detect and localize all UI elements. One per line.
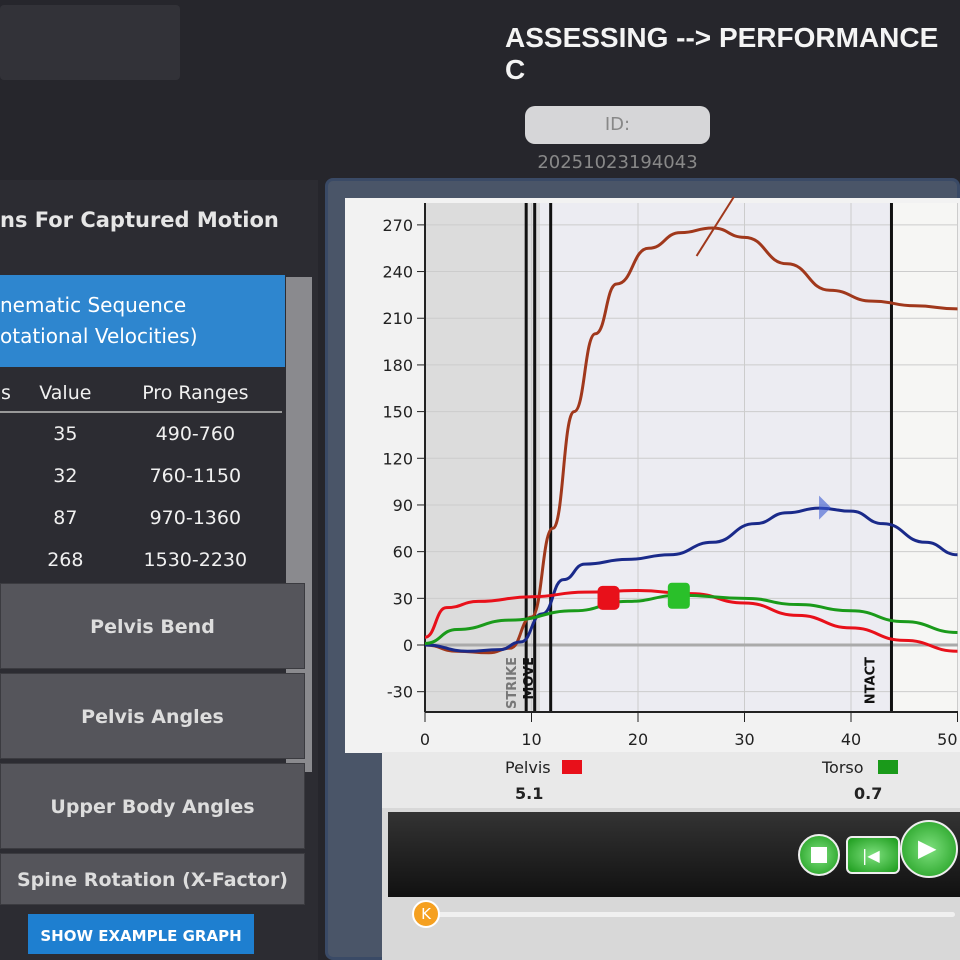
event-label: STRIKE bbox=[505, 657, 520, 709]
y-tick-label: 210 bbox=[382, 309, 413, 328]
sidebar-item-kinematic-sequence[interactable]: nematic Sequence otational Velocities) bbox=[0, 275, 285, 367]
selected-line1: nematic Sequence bbox=[0, 293, 187, 317]
rewind-button[interactable]: |◀ bbox=[846, 836, 900, 874]
y-tick-label: 90 bbox=[393, 496, 413, 515]
y-tick-label: 270 bbox=[382, 216, 413, 235]
table-row: 87 970-1360 bbox=[0, 497, 282, 539]
table-row: 268 1530-2230 bbox=[0, 539, 282, 581]
top-left-panel bbox=[0, 5, 180, 80]
range-cell: 760-1150 bbox=[149, 465, 242, 487]
legend-pelvis-swatch bbox=[562, 760, 582, 774]
col-header: Pro Ranges bbox=[108, 375, 282, 413]
legend-pelvis-label: Pelvis bbox=[505, 758, 551, 777]
value-cell: 32 bbox=[53, 465, 78, 487]
upper-body-angles-button[interactable]: Upper Body Angles bbox=[0, 763, 305, 849]
col-header: s bbox=[0, 375, 22, 413]
value-cell: 35 bbox=[53, 423, 78, 445]
legend-torso-swatch bbox=[878, 760, 898, 774]
post-phase-region bbox=[891, 203, 958, 712]
x-tick-label: 10 bbox=[521, 730, 541, 749]
table-row: 35 490-760 bbox=[0, 412, 282, 455]
x-tick-label: 40 bbox=[841, 730, 861, 749]
y-tick-label: 240 bbox=[382, 263, 413, 282]
timeline-slider[interactable] bbox=[430, 912, 955, 917]
y-tick-label: 150 bbox=[382, 403, 413, 422]
range-cell: 490-760 bbox=[155, 423, 236, 445]
legend-torso-value: 0.7 bbox=[854, 784, 883, 803]
event-label: NTACT bbox=[863, 657, 878, 704]
range-cell: 970-1360 bbox=[149, 507, 242, 529]
timeline-knob[interactable]: K bbox=[412, 900, 440, 928]
selected-line2: otational Velocities) bbox=[0, 324, 198, 348]
pelvis-angles-button[interactable]: Pelvis Angles bbox=[0, 673, 305, 759]
col-header: Value bbox=[22, 375, 109, 413]
stop-button[interactable] bbox=[798, 834, 840, 876]
y-tick-label: -30 bbox=[387, 683, 413, 702]
arm-peak-marker bbox=[819, 495, 832, 520]
y-tick-label: 60 bbox=[393, 543, 413, 562]
page-title: ASSESSING --> PERFORMANCE C bbox=[505, 22, 939, 85]
stop-icon bbox=[811, 847, 827, 863]
pelvis-peak-marker bbox=[597, 585, 620, 610]
y-tick-label: 0 bbox=[403, 636, 413, 655]
series-line-series1 bbox=[424, 506, 958, 653]
x-tick-label: 0 bbox=[420, 730, 430, 749]
y-tick-label: 30 bbox=[393, 589, 413, 608]
show-example-graph-button[interactable]: SHOW EXAMPLE GRAPH bbox=[28, 914, 254, 954]
values-table: s Value Pro Ranges 35 490-760 32 760-1150 87… bbox=[0, 375, 282, 581]
id-badge: ID: 20251023194043 bbox=[525, 106, 710, 173]
value-cell: 87 bbox=[53, 507, 78, 529]
legend-pelvis-value: 5.1 bbox=[515, 784, 544, 803]
hand-peak-marker bbox=[695, 196, 735, 257]
event-label: MOVE bbox=[522, 657, 537, 700]
legend-bar: Pelvis 5.1 Torso 0.7 bbox=[382, 752, 960, 808]
play-icon: ▶ bbox=[918, 834, 937, 862]
phase-region bbox=[540, 203, 892, 712]
skip-back-icon: |◀ bbox=[862, 846, 880, 865]
sidebar-heading: ns For Captured Motion bbox=[0, 208, 279, 232]
play-button[interactable]: ▶ bbox=[900, 820, 958, 878]
y-tick-label: 180 bbox=[382, 356, 413, 375]
torso-peak-marker bbox=[667, 582, 690, 609]
x-tick-label: 20 bbox=[628, 730, 648, 749]
legend-torso-label: Torso bbox=[822, 758, 864, 777]
value-cell: 268 bbox=[47, 549, 84, 571]
x-tick-label: 30 bbox=[734, 730, 754, 749]
y-tick-label: 120 bbox=[382, 449, 413, 468]
spine-rotation-button[interactable]: Spine Rotation (X-Factor) bbox=[0, 853, 305, 905]
x-tick-label: 50 bbox=[937, 730, 957, 749]
table-row: 32 760-1150 bbox=[0, 455, 282, 497]
pelvis-bend-button[interactable]: Pelvis Bend bbox=[0, 583, 305, 669]
range-cell: 1530-2230 bbox=[143, 549, 248, 571]
series-line-series0 bbox=[424, 226, 958, 655]
pre-phase-region bbox=[425, 203, 541, 712]
